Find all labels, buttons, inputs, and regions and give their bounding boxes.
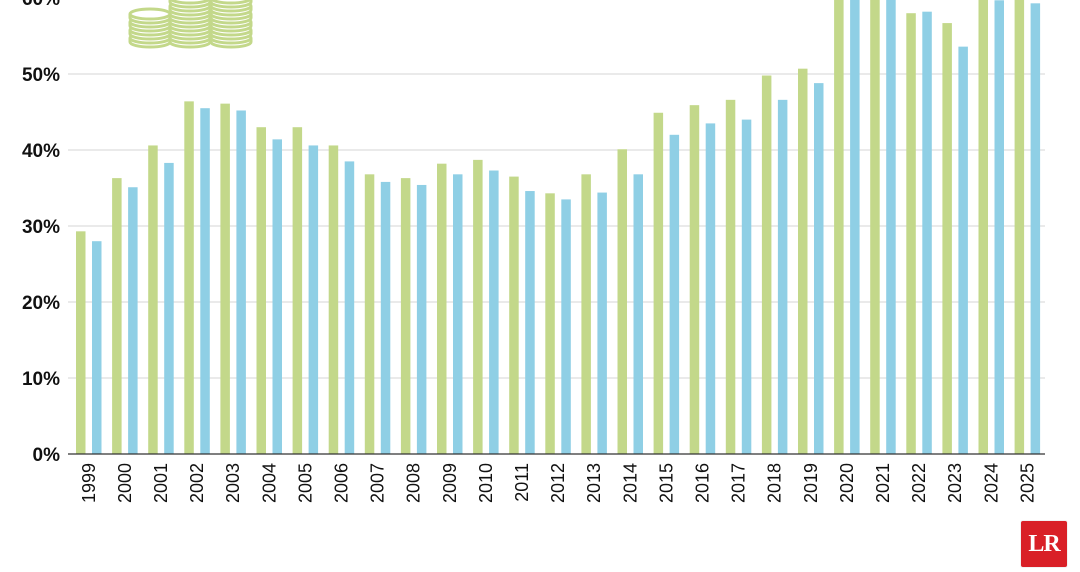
bar-2022-series-2 xyxy=(922,11,932,455)
x-tick-label: 2009 xyxy=(440,463,460,503)
bar-2012-series-1 xyxy=(545,193,555,454)
bar-2021-series-2 xyxy=(886,0,896,454)
bar-2012-series-2 xyxy=(561,199,571,454)
x-tick-label: 2011 xyxy=(512,463,532,502)
x-tick-label: 2025 xyxy=(1017,463,1037,503)
bar-2017-series-2 xyxy=(741,119,752,454)
x-tick-label: 2005 xyxy=(295,463,315,503)
y-tick-label: 50% xyxy=(22,65,60,86)
x-tick-label: 2021 xyxy=(873,463,893,503)
bar-2025-series-1 xyxy=(1014,0,1025,455)
bar-2015-series-2 xyxy=(669,134,680,455)
x-tick-label: 2024 xyxy=(981,463,1001,503)
x-tick-label: 2002 xyxy=(187,463,207,503)
bar-1999-series-2 xyxy=(92,241,102,454)
bar-2002-series-1 xyxy=(184,101,194,455)
grid-lines xyxy=(68,73,1045,379)
x-tick-label: 2000 xyxy=(115,463,135,503)
x-tick-label: 2017 xyxy=(729,463,749,503)
bar-2023-series-2 xyxy=(958,46,968,454)
x-tick-label: 2004 xyxy=(259,463,279,503)
bar-2003-series-1 xyxy=(220,103,230,454)
y-axis-tick-labels: 0% 10% 20% 30% 40% 50% 60% xyxy=(22,0,60,466)
y-tick-label: 10% xyxy=(22,369,60,390)
bar-2002-series-2 xyxy=(200,108,210,454)
coin-face xyxy=(128,7,172,21)
y-tick-label: 0% xyxy=(33,445,61,466)
bar-2009-series-1 xyxy=(437,163,447,454)
coin-face xyxy=(210,0,252,5)
bar-2007-series-1 xyxy=(364,174,375,454)
bar-2017-series-1 xyxy=(725,99,736,454)
bar-2000-series-2 xyxy=(128,187,138,455)
bar-1999-series-1 xyxy=(76,231,86,454)
bar-2023-series-1 xyxy=(942,23,952,455)
bar-2004-series-2 xyxy=(272,139,282,455)
bar-2001-series-1 xyxy=(148,145,158,454)
bar-2009-series-2 xyxy=(453,174,463,454)
bar-2013-series-2 xyxy=(597,192,607,454)
y-tick-label: 40% xyxy=(22,141,60,162)
bar-2008-series-1 xyxy=(400,178,411,454)
x-tick-label: 2016 xyxy=(692,463,712,503)
bar-2005-series-2 xyxy=(308,145,319,454)
bar-2010-series-1 xyxy=(473,159,483,454)
bar-2020-series-1 xyxy=(834,0,844,455)
bar-2022-series-1 xyxy=(906,13,916,454)
bar-2010-series-2 xyxy=(489,170,499,454)
bar-2000-series-1 xyxy=(112,178,122,454)
bar-2007-series-2 xyxy=(380,181,391,455)
coin-stacks-icon xyxy=(128,0,253,49)
bar-2014-series-2 xyxy=(633,174,643,454)
x-tick-label: 2018 xyxy=(765,463,785,503)
y-tick-label: 30% xyxy=(22,217,60,238)
y-tick-label: 20% xyxy=(22,293,60,314)
bar-2008-series-2 xyxy=(416,184,427,454)
bar-2019-series-2 xyxy=(814,83,824,455)
bar-2018-series-1 xyxy=(761,75,772,455)
y-tick-label: 60% xyxy=(22,0,60,10)
x-tick-label: 2001 xyxy=(151,463,171,503)
x-tick-label: 1999 xyxy=(79,463,99,503)
bar-2005-series-1 xyxy=(292,127,303,454)
bar-2024-series-2 xyxy=(994,0,1004,455)
x-tick-label: 2023 xyxy=(945,463,965,503)
x-tick-label: 2003 xyxy=(223,463,243,503)
bar-2011-series-1 xyxy=(509,176,519,454)
bars xyxy=(76,0,1041,455)
bar-2006-series-2 xyxy=(344,161,355,454)
x-tick-label: 2010 xyxy=(476,463,496,503)
x-tick-label: 2022 xyxy=(909,463,929,503)
x-tick-label: 2013 xyxy=(584,463,604,503)
bar-2020-series-2 xyxy=(850,0,860,454)
bar-2004-series-1 xyxy=(256,127,266,454)
bar-2013-series-1 xyxy=(581,174,591,454)
bar-2024-series-1 xyxy=(978,0,988,455)
bar-2014-series-1 xyxy=(617,149,627,455)
bar-2016-series-2 xyxy=(705,123,716,455)
x-tick-label: 2020 xyxy=(837,463,857,503)
bar-2016-series-1 xyxy=(689,105,700,454)
bar-2025-series-2 xyxy=(1030,3,1041,454)
bar-2006-series-1 xyxy=(328,145,339,454)
x-tick-label: 2007 xyxy=(368,463,388,503)
x-tick-label: 2014 xyxy=(620,463,640,503)
x-tick-label: 2012 xyxy=(548,463,568,503)
bar-2011-series-2 xyxy=(525,191,535,455)
x-tick-label: 2015 xyxy=(656,463,676,503)
x-tick-label: 2006 xyxy=(331,463,351,503)
lr-logo[interactable]: LR xyxy=(1021,521,1067,567)
coin-face xyxy=(169,0,211,5)
bar-2019-series-1 xyxy=(798,68,808,455)
x-tick-label: 2008 xyxy=(404,463,424,503)
x-axis-tick-labels: 1999 2000 2001 2002 2003 2004 2005 2006 2007 2008… xyxy=(79,463,1038,503)
bar-2018-series-2 xyxy=(777,99,788,454)
x-tick-label: 2019 xyxy=(801,463,821,503)
bar-2003-series-2 xyxy=(236,110,246,454)
bar-2001-series-2 xyxy=(164,162,174,455)
bar-2021-series-1 xyxy=(870,0,880,455)
bar-2015-series-1 xyxy=(653,112,664,454)
